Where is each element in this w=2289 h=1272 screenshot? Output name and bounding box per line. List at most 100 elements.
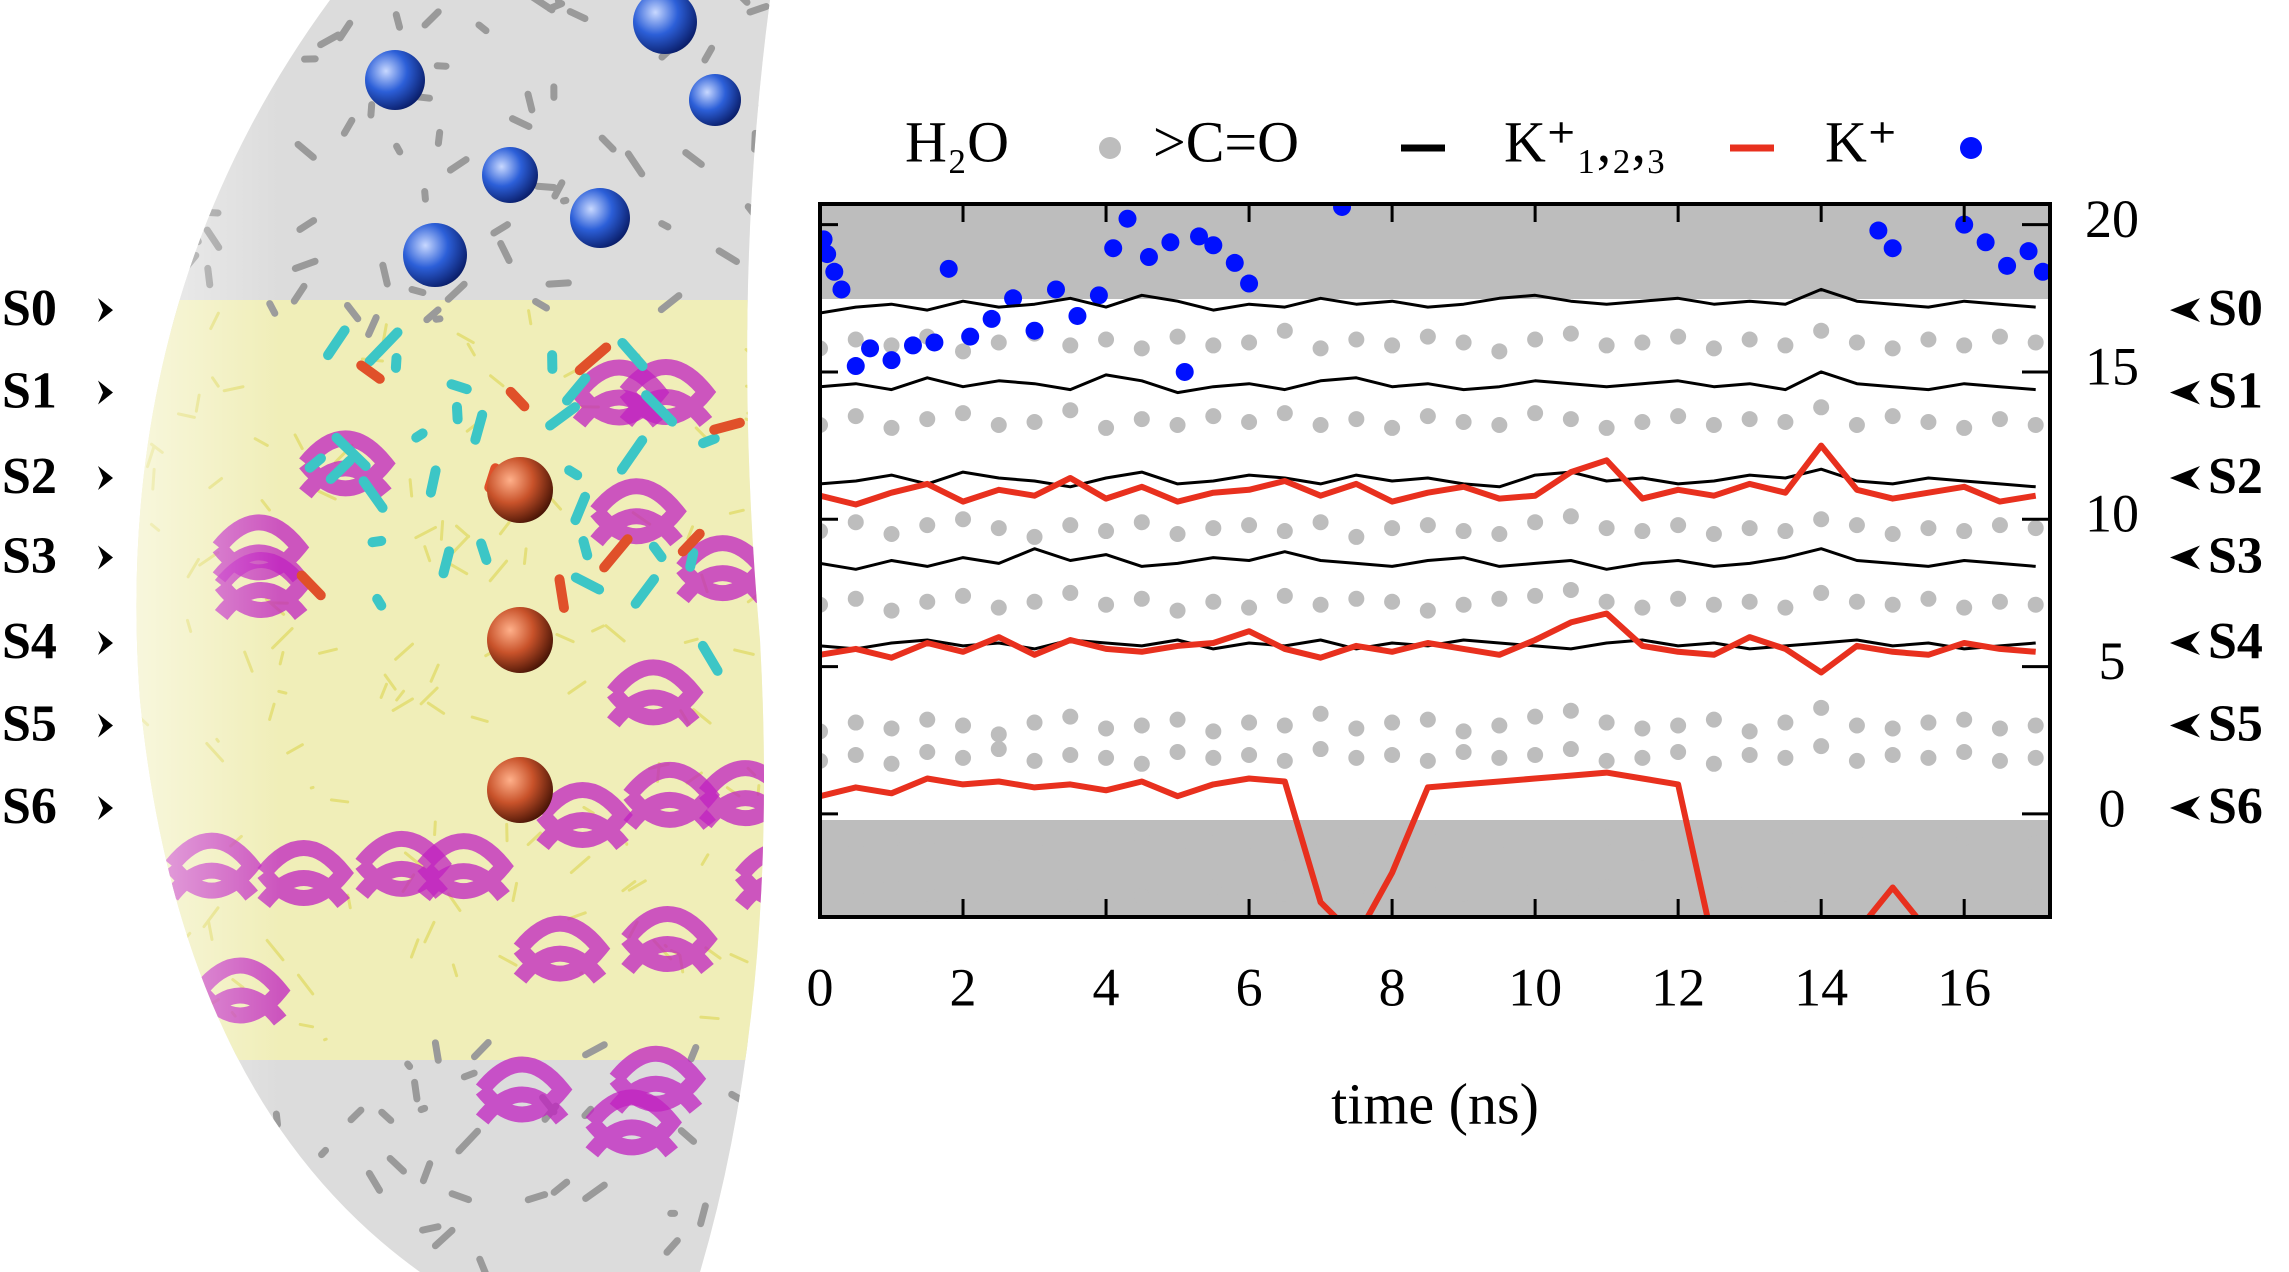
water-point (883, 419, 900, 436)
ion-point (1976, 233, 1995, 252)
water-point (2027, 416, 2044, 433)
water-point (1133, 340, 1150, 357)
water-point (1848, 835, 1865, 852)
mol-stick (272, 1207, 300, 1221)
water-point (1705, 832, 1722, 849)
site-arrow-right (2170, 630, 2200, 655)
water-point (1741, 520, 1758, 537)
ion-point (1883, 239, 1902, 258)
water-point (1312, 829, 1329, 846)
water-point (1491, 525, 1508, 542)
water-point (955, 343, 972, 360)
water-point (1991, 838, 2008, 855)
trace-line (820, 467, 2036, 489)
water-point (1884, 746, 1901, 763)
site-label-right: S3 (2208, 527, 2263, 584)
x-tick-label: 0 (807, 957, 834, 1017)
water-point (1241, 746, 1258, 763)
ion-point (1104, 239, 1123, 258)
water-point (1777, 885, 1794, 902)
mol-stick (136, 192, 148, 208)
water-point (1133, 888, 1150, 905)
water-point (1634, 844, 1651, 861)
water-point (1813, 511, 1830, 528)
water-point (1705, 596, 1722, 613)
water-point (1670, 328, 1687, 345)
mol-stick (758, 84, 770, 110)
water-point (2027, 334, 2044, 351)
x-tick-label: 4 (1093, 957, 1120, 1017)
water-point (1813, 876, 1830, 893)
ion-point (939, 259, 958, 278)
water-point (1956, 599, 1973, 616)
site-label-right: S4 (2208, 613, 2263, 670)
water-point (1848, 334, 1865, 351)
water-point (1241, 714, 1258, 731)
water-point (919, 744, 936, 761)
site-arrow-right (2170, 713, 2200, 738)
water-point (1491, 717, 1508, 734)
mol-stick (195, 1071, 215, 1091)
ion-point (1190, 227, 1209, 246)
water-point (1598, 520, 1615, 537)
water-point (1133, 590, 1150, 607)
mol-stick (744, 348, 764, 365)
water-point (1062, 402, 1079, 419)
water-point (1956, 419, 1973, 436)
trace-line (820, 370, 2036, 395)
water-point (1705, 416, 1722, 433)
water-point (1920, 879, 1937, 896)
water-point (1634, 885, 1651, 902)
water-point (1991, 882, 2008, 899)
water-point (1991, 411, 2008, 428)
ion-point (846, 357, 865, 376)
water-point (883, 876, 900, 893)
water-point (1062, 708, 1079, 725)
water-point (1133, 755, 1150, 772)
water-point (955, 882, 972, 899)
water-point (1598, 752, 1615, 769)
water-point (1169, 416, 1186, 433)
water-point (847, 408, 864, 425)
water-point (1598, 593, 1615, 610)
water-point (1777, 829, 1794, 846)
water-point (1527, 746, 1544, 763)
water-point (990, 416, 1007, 433)
y-tick-label: 10 (2085, 484, 2139, 544)
water-point (1491, 343, 1508, 360)
water-point (1527, 835, 1544, 852)
water-point (847, 331, 864, 348)
site-label-right: S1 (2208, 362, 2263, 419)
ion-point (961, 327, 980, 346)
mol-stick (226, 0, 248, 28)
water-point (1848, 752, 1865, 769)
site-arrow-right (2170, 545, 2200, 570)
water-point (1205, 593, 1222, 610)
water-point (1241, 832, 1258, 849)
water-point (2027, 749, 2044, 766)
legend-label: K⁺₁,₂,₃ (1504, 109, 1666, 174)
mol-stick (114, 305, 129, 312)
water-point (1777, 337, 1794, 354)
legend: H₂O >C=O K⁺₁,₂,₃ K⁺ (905, 109, 1982, 174)
water-point (1419, 879, 1436, 896)
water-point (1169, 525, 1186, 542)
water-point (1276, 885, 1293, 902)
mol-stick (291, 1247, 318, 1272)
x-axis-label: time (ns) (1331, 1071, 1539, 1136)
water-point (1491, 882, 1508, 899)
water-point (1562, 411, 1579, 428)
y-tick-label: 20 (2085, 189, 2139, 249)
water-point (919, 838, 936, 855)
water-point (1241, 414, 1258, 431)
water-point (990, 726, 1007, 743)
water-point (1741, 746, 1758, 763)
site-arrow-left (98, 795, 113, 820)
water-point (955, 405, 972, 422)
ion-point (982, 309, 1001, 328)
legend-marker (1960, 137, 1982, 159)
water-point (1670, 590, 1687, 607)
water-point (1705, 755, 1722, 772)
water-point (1741, 841, 1758, 858)
water-point (1205, 749, 1222, 766)
